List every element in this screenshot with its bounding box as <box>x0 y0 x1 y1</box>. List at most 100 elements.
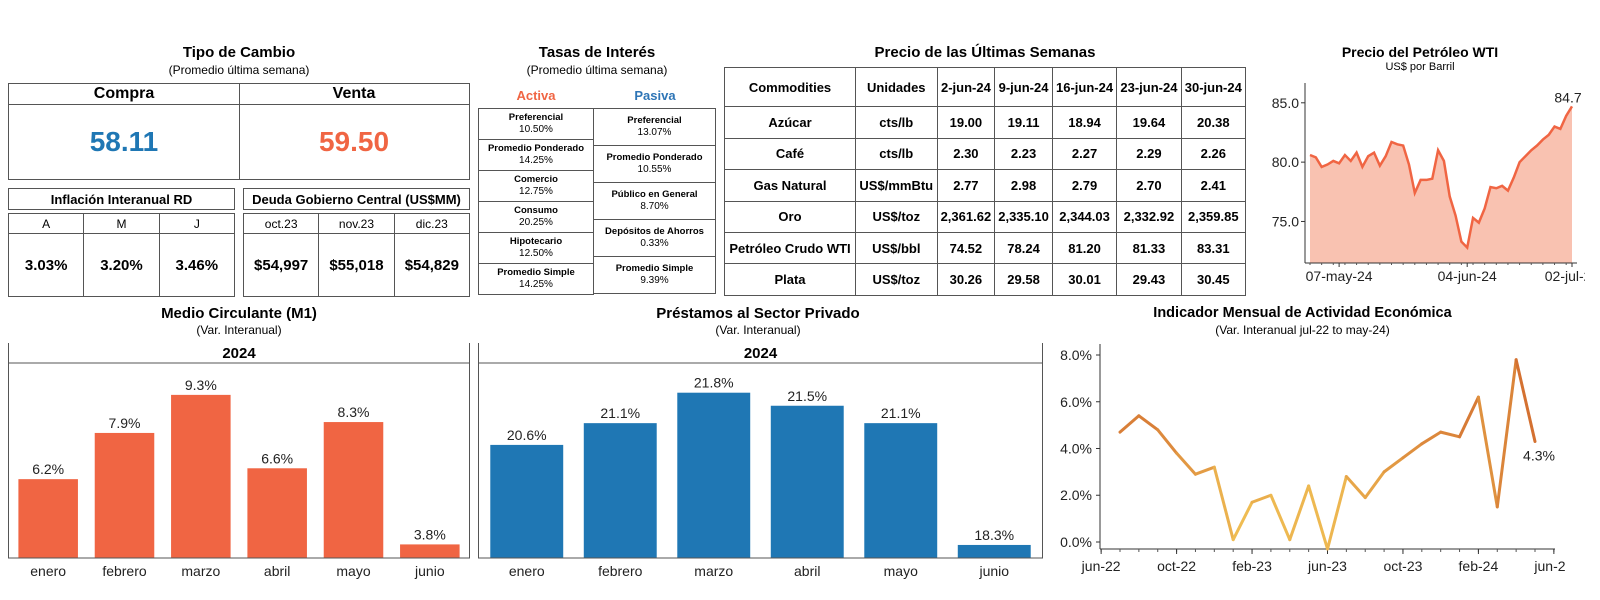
m1-title: Medio Circulante (M1) <box>161 305 317 322</box>
bar-category: junio <box>978 563 1009 579</box>
debt-value: $54,997 <box>242 233 320 297</box>
rate-cell: Consumo 20.25% <box>478 201 594 233</box>
inflation-value: 3.03% <box>7 233 85 297</box>
rate-cell: Promedio Ponderado 10.55% <box>593 145 716 183</box>
imae-line-segment <box>1476 395 1499 509</box>
wti-area <box>1310 106 1572 263</box>
imae-line-segment <box>1307 484 1329 551</box>
active-rates-list: Preferencial 10.50% Promedio Ponderado 14.2… <box>478 108 594 295</box>
imae-x-tick-label: feb-24 <box>1459 558 1499 574</box>
commodity-price: 30.45 <box>1180 263 1247 296</box>
passive-rates-label: Pasiva <box>634 88 676 103</box>
bar-label: 7.9% <box>109 415 141 431</box>
rate-label: Depósitos de Ahorros <box>605 226 704 237</box>
bar-category: mayo <box>884 563 918 579</box>
rate-label: Promedio Ponderado <box>606 152 703 163</box>
imae-y-tick-label: 8.0% <box>1060 347 1092 363</box>
bar-category: marzo <box>181 563 220 579</box>
imae-x-tick-label: jun-22 <box>1081 558 1121 574</box>
rate-value: 14.25% <box>519 155 553 166</box>
commodity-unit: US$/bbl <box>854 232 938 265</box>
commodity-row: Plata US$/toz 30.26 29.58 30.01 29.43 30.45 <box>724 263 1247 296</box>
credit-title: Préstamos al Sector Privado <box>656 305 860 322</box>
commodity-price: 20.38 <box>1180 106 1247 139</box>
imae-x-tick-label: oct-22 <box>1157 558 1196 574</box>
debt-table: Deuda Gobierno Central (US$MM) oct.23 no… <box>242 188 471 297</box>
imae-line-segment <box>1363 470 1386 500</box>
commodity-price: 29.43 <box>1116 263 1182 296</box>
bar-category: febrero <box>598 563 643 579</box>
imae-line-segment <box>1514 358 1537 443</box>
bar-category: enero <box>30 563 66 579</box>
commodity-name: Gas Natural <box>724 169 856 202</box>
imae-line-segment <box>1288 484 1311 542</box>
commodities-header: 16-jun-24 <box>1051 66 1118 108</box>
rate-label: Público en General <box>611 189 698 200</box>
bar <box>957 544 1031 558</box>
rate-cell: Promedio Simple 9.39% <box>593 256 716 294</box>
commodities-title: Precio de las Últimas Semanas <box>874 44 1096 61</box>
rate-cell: Promedio Simple 14.25% <box>478 263 594 295</box>
commodities-header: Unidades <box>854 66 938 108</box>
commodity-row: Café cts/lb 2.30 2.23 2.27 2.29 2.26 <box>724 137 1247 171</box>
bar-label: 3.8% <box>414 526 446 542</box>
bar-label: 21.1% <box>881 405 921 421</box>
imae-line-segment <box>1439 430 1462 439</box>
commodity-unit: US$/mmBtu <box>854 169 938 202</box>
bar-label: 18.3% <box>974 527 1014 543</box>
commodity-price: 2,344.03 <box>1051 200 1118 234</box>
commodity-price: 2.27 <box>1051 137 1118 171</box>
debt-title: Deuda Gobierno Central (US$MM) <box>243 188 470 210</box>
commodity-name: Petróleo Crudo WTI <box>724 232 856 265</box>
wti-last-value: 84.7 <box>1554 89 1581 105</box>
bar-category: marzo <box>694 563 733 579</box>
buy-value: 58.11 <box>9 105 240 179</box>
bar-label: 6.2% <box>32 461 64 477</box>
debt-value: $55,018 <box>318 233 395 297</box>
imae-x-tick-label: feb-23 <box>1232 558 1272 574</box>
rate-cell: Público en General 8.70% <box>593 182 716 220</box>
commodity-price: 81.33 <box>1116 232 1182 265</box>
imae-y-tick-label: 2.0% <box>1060 487 1092 503</box>
debt-month: nov.23 <box>318 213 395 234</box>
debt-value: $54,829 <box>393 233 471 297</box>
imae-line-segment <box>1495 358 1518 509</box>
rate-value: 9.39% <box>640 275 669 286</box>
bar-label: 8.3% <box>338 404 370 420</box>
rate-value: 13.07% <box>637 127 672 138</box>
passive-rates-list: Preferencial 13.07% Promedio Ponderado 10.5… <box>593 108 716 294</box>
imae-title: Indicador Mensual de Actividad Económica <box>1153 305 1452 321</box>
rates-subtitle: (Promedio última semana) <box>526 63 668 77</box>
rate-cell: Promedio Ponderado 14.25% <box>478 139 594 171</box>
commodity-price: 78.24 <box>994 232 1053 265</box>
bar-label: 21.5% <box>787 388 827 404</box>
commodity-unit: US$/toz <box>854 200 938 234</box>
bar-label: 21.1% <box>600 405 640 421</box>
inflation-title: Inflación Interanual RD <box>8 188 235 210</box>
rate-label: Promedio Ponderado <box>487 143 585 154</box>
commodity-row: Oro US$/toz 2,361.62 2,335.10 2,344.03 2,332.… <box>724 200 1247 234</box>
imae-line-segment <box>1326 475 1348 551</box>
wti-x-tick-label: 02-jul-24 <box>1545 268 1585 284</box>
inflation-month: M <box>83 213 160 234</box>
rate-value: 10.50% <box>519 124 553 135</box>
commodity-price: 29.58 <box>994 263 1053 296</box>
wti-x-tick-label: 04-jun-24 <box>1438 268 1497 284</box>
commodity-price: 83.31 <box>1180 232 1247 265</box>
imae-x-tick-label: jun-23 <box>1307 558 1347 574</box>
commodity-price: 2.77 <box>936 169 996 202</box>
commodity-price: 2,335.10 <box>994 200 1053 234</box>
imae-line-segment <box>1231 500 1254 542</box>
commodity-price: 2.23 <box>994 137 1053 171</box>
rate-value: 10.55% <box>637 164 672 175</box>
commodity-row: Petróleo Crudo WTI US$/bbl 74.52 78.24 81.20… <box>724 232 1247 265</box>
rate-cell: Hipotecario 12.50% <box>478 232 594 264</box>
commodity-unit: cts/lb <box>854 137 938 171</box>
inflation-month: A <box>7 213 85 234</box>
bar-category: abril <box>264 563 290 579</box>
sell-label: Venta <box>239 84 469 105</box>
commodity-price: 2.30 <box>936 137 996 171</box>
commodity-price: 2,332.92 <box>1116 200 1182 234</box>
commodities-table: Commodities Unidades 2-jun-24 9-jun-24 16-ju… <box>724 66 1247 296</box>
rate-cell: Preferencial 10.50% <box>478 108 594 140</box>
